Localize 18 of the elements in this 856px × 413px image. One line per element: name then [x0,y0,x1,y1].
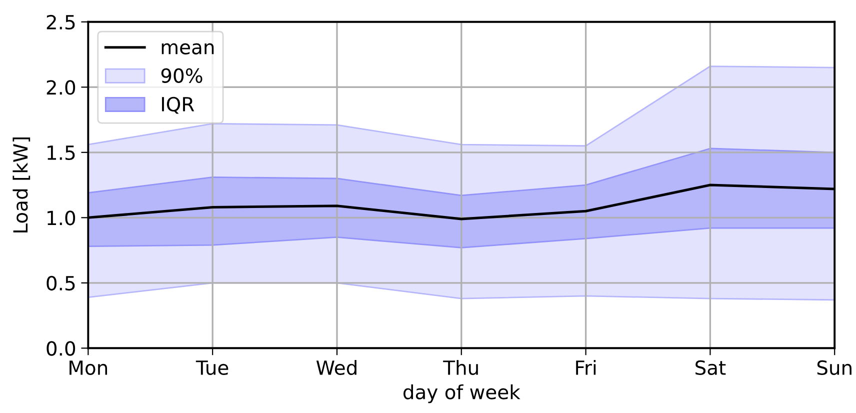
x-tick-label: Mon [70,360,108,376]
x-tick-label: Sat [696,360,726,376]
x-tick-label: Tue [196,360,228,376]
x-axis-title: day of week [403,384,520,404]
x-tick-label: Wed [316,360,356,376]
x-tick-label: Fri [576,360,596,375]
y-tick-label: 0.5 [46,276,75,291]
y-axis-title: Load [kW] [12,137,30,232]
y-tick-label: 1.0 [48,210,76,226]
y-tick-label: 0.0 [46,341,76,356]
legend-label: IQR [162,96,194,114]
y-tick-label: 2.5 [46,14,75,30]
x-tick-label: Sun [817,360,852,376]
y-tick-label: 1.5 [48,146,75,160]
legend-label: mean [162,43,214,54]
y-tick-label: 2.0 [46,80,76,95]
x-tick-label: Thu [443,360,478,376]
legend-label: 90% [161,68,202,83]
